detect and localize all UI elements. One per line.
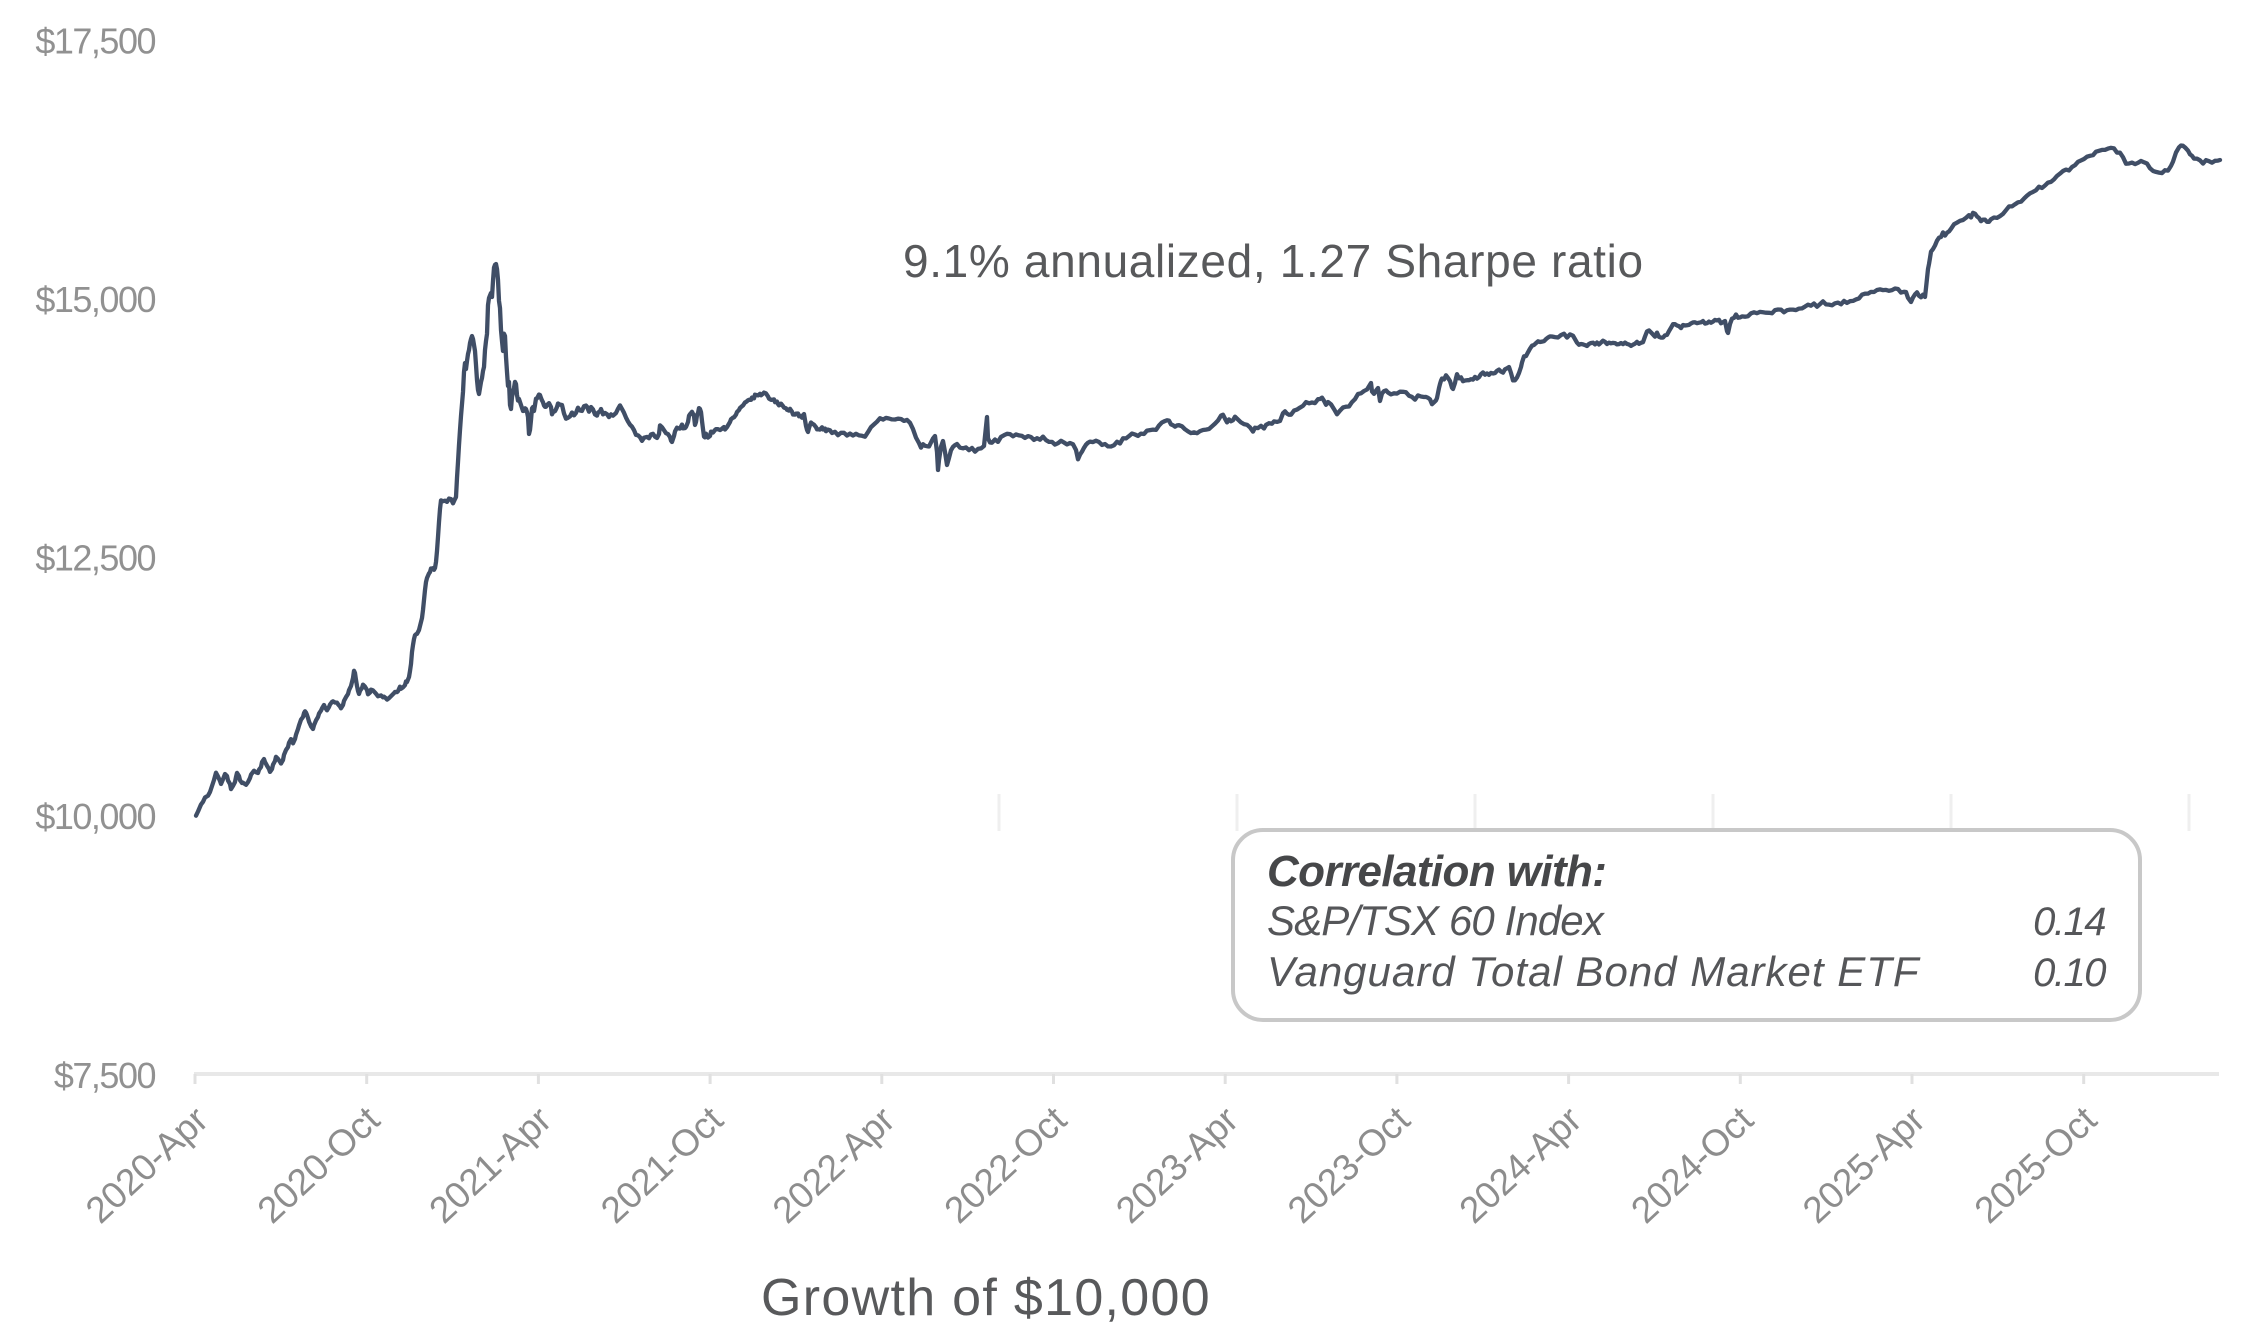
svg-text:Vanguard Total Bond Market ETF: Vanguard Total Bond Market ETF — [1267, 948, 1921, 995]
svg-text:9.1% annualized, 1.27 Sharpe r: 9.1% annualized, 1.27 Sharpe ratio — [903, 235, 1644, 287]
svg-text:$10,000: $10,000 — [35, 796, 155, 837]
svg-text:0.10: 0.10 — [2033, 951, 2106, 995]
svg-text:Correlation with:: Correlation with: — [1267, 847, 1606, 896]
svg-text:$15,000: $15,000 — [35, 279, 155, 320]
svg-text:$17,500: $17,500 — [35, 21, 155, 62]
svg-text:Growth of $10,000: Growth of $10,000 — [761, 1269, 1211, 1327]
svg-text:S&P/TSX 60 Index: S&P/TSX 60 Index — [1267, 897, 1606, 944]
svg-text:0.14: 0.14 — [2033, 900, 2105, 944]
svg-text:$7,500: $7,500 — [54, 1055, 156, 1096]
svg-text:$12,500: $12,500 — [35, 538, 155, 579]
